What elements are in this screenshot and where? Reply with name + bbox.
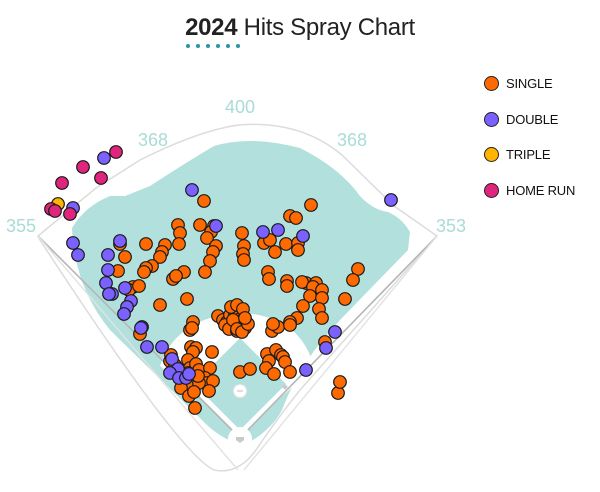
hit-point-double xyxy=(101,263,115,277)
hit-point-single xyxy=(333,375,347,389)
hit-point-single xyxy=(238,311,252,325)
hit-point-single xyxy=(132,279,146,293)
hit-point-home-run xyxy=(109,145,123,159)
hit-point-single xyxy=(279,237,293,251)
hit-point-single xyxy=(283,318,297,332)
home-plate xyxy=(236,437,244,443)
hit-point-single xyxy=(296,299,310,313)
hit-point-double xyxy=(66,236,80,250)
double-swatch-icon xyxy=(484,111,499,127)
hit-point-home-run xyxy=(48,204,62,218)
hit-point-single xyxy=(315,311,329,325)
hit-point-double xyxy=(182,367,196,381)
hit-point-home-run xyxy=(63,207,77,221)
hit-point-single xyxy=(268,245,282,259)
hit-point-double xyxy=(155,340,169,354)
hit-point-single xyxy=(235,226,249,240)
legend-item-home-run[interactable]: HOME RUN xyxy=(484,173,575,209)
hit-point-double xyxy=(71,248,85,262)
hit-point-home-run xyxy=(76,160,90,174)
hit-point-single xyxy=(188,401,202,415)
hit-points xyxy=(44,145,398,415)
hit-point-single xyxy=(205,345,219,359)
title-text: Hits Spray Chart xyxy=(243,14,416,41)
hit-point-single xyxy=(153,250,167,264)
hit-point-double xyxy=(271,223,285,237)
hit-point-double xyxy=(209,219,223,233)
legend-label: DOUBLE xyxy=(506,111,559,127)
legend-item-double[interactable]: DOUBLE xyxy=(484,102,575,138)
distance-center: 400 xyxy=(225,97,255,117)
legend-label: SINGLE xyxy=(506,76,553,92)
distance-right-field: 353 xyxy=(436,216,466,236)
hit-point-double xyxy=(118,281,132,295)
distance-left-center: 368 xyxy=(138,130,168,150)
hit-point-single xyxy=(338,292,352,306)
hit-point-double xyxy=(165,352,179,366)
distance-left-field: 355 xyxy=(6,216,36,236)
hit-point-single xyxy=(118,250,132,264)
hit-point-single xyxy=(187,385,201,399)
chart-title: 2024 Hits Spray Chart xyxy=(0,14,600,42)
hit-point-single xyxy=(137,265,151,279)
hit-point-single xyxy=(202,384,216,398)
hit-point-single xyxy=(266,317,280,331)
hit-point-double xyxy=(140,340,154,354)
legend: SINGLE DOUBLE TRIPLE HOME RUN xyxy=(484,66,575,208)
hit-point-home-run xyxy=(94,171,108,185)
hit-point-single xyxy=(198,265,212,279)
hit-point-single xyxy=(289,211,303,225)
hit-point-single xyxy=(243,362,257,376)
hit-point-double xyxy=(299,363,313,377)
hit-point-double xyxy=(319,341,333,355)
hit-point-double xyxy=(384,193,398,207)
hit-point-single xyxy=(283,365,297,379)
legend-item-triple[interactable]: TRIPLE xyxy=(484,137,575,173)
legend-item-single[interactable]: SINGLE xyxy=(484,66,575,102)
hit-point-single xyxy=(262,272,276,286)
hit-point-single xyxy=(169,269,183,283)
hit-point-double xyxy=(185,183,199,197)
title-year: 2024 xyxy=(185,14,238,41)
hit-point-single xyxy=(153,298,167,312)
legend-label: TRIPLE xyxy=(506,147,551,163)
hit-point-single xyxy=(197,194,211,208)
hit-point-single xyxy=(139,237,153,251)
distance-right-center: 368 xyxy=(337,130,367,150)
hit-point-single xyxy=(193,218,207,232)
first-base xyxy=(282,384,288,390)
hit-point-double xyxy=(328,325,342,339)
hit-point-single xyxy=(291,243,305,257)
hit-point-double xyxy=(256,225,270,239)
title-underline-dots xyxy=(186,44,240,50)
hit-point-single xyxy=(172,237,186,251)
hit-point-double xyxy=(296,229,310,243)
triple-swatch-icon xyxy=(484,147,499,163)
outfield-grass xyxy=(72,140,410,446)
hit-point-single xyxy=(237,253,251,267)
hit-point-single xyxy=(180,292,194,306)
hit-point-single xyxy=(200,231,214,245)
hit-point-single xyxy=(304,198,318,212)
hit-point-double xyxy=(134,321,148,335)
hit-point-double xyxy=(97,151,111,165)
hit-point-single xyxy=(346,273,360,287)
hit-point-double xyxy=(117,307,131,321)
hit-point-double xyxy=(101,248,115,262)
hit-point-home-run xyxy=(55,176,69,190)
hit-point-single xyxy=(185,321,199,335)
hit-point-single xyxy=(267,367,281,381)
hit-point-double xyxy=(102,287,116,301)
legend-label: HOME RUN xyxy=(506,182,576,198)
hit-point-double xyxy=(113,234,127,248)
single-swatch-icon xyxy=(484,76,499,92)
home-run-swatch-icon xyxy=(484,182,499,198)
hit-point-single xyxy=(280,279,294,293)
